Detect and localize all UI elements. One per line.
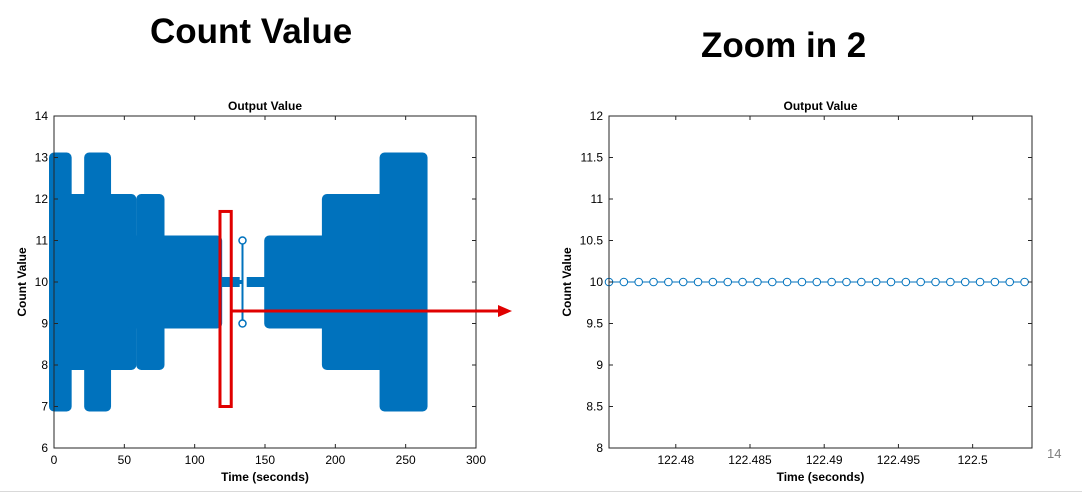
c1-x-tick-label: 200 — [325, 453, 345, 467]
c2-y-tick-label: 11.5 — [581, 151, 604, 165]
c1-y-tick-label: 13 — [35, 151, 49, 165]
chart2-data-point — [857, 277, 866, 287]
chart1-oscillation-band-7 — [154, 235, 196, 329]
chart1-title: Output Value — [228, 99, 302, 113]
page-number: 14 — [1047, 446, 1062, 461]
chart2-data-point — [782, 277, 792, 287]
c2-y-tick-label: 9 — [596, 358, 603, 372]
chart2-data-point — [693, 277, 703, 287]
chart2-y-axis-label: Count Value — [560, 247, 574, 317]
c1-x-tick-label: 250 — [396, 453, 416, 467]
c1-x-tick-label: 50 — [118, 453, 132, 467]
chart2-data-point — [827, 277, 836, 287]
c2-x-tick-label: 122.49 — [806, 453, 843, 467]
chart2-data-point — [753, 277, 762, 287]
chart1-ticks: 0 50 100 150 200 250 300 6 7 8 9 10 11 12 13 14 — [35, 109, 487, 467]
c2-y-tick-label: 10 — [590, 275, 604, 289]
c2-y-tick-label: 8 — [596, 441, 603, 455]
chart2-data-point — [842, 277, 851, 287]
c2-x-tick-label: 122.5 — [958, 453, 988, 467]
c2-x-tick-label: 122.485 — [728, 453, 772, 467]
zoom-annotation — [218, 209, 512, 408]
c1-y-tick-label: 9 — [41, 317, 48, 331]
zoom-arrow-head — [498, 305, 512, 318]
chart2-data-point — [990, 277, 1000, 287]
chart2-data-point — [738, 277, 747, 287]
c1-y-tick-label: 11 — [36, 234, 49, 248]
chart-count-value: Output Value Time (seconds) Count Value … — [15, 99, 486, 484]
chart2-data-point — [916, 277, 925, 287]
c2-y-tick-label: 10.5 — [580, 234, 604, 248]
chart2-data-point — [797, 277, 807, 287]
chart2-data-point — [664, 277, 673, 287]
chart2-data-point — [649, 277, 658, 287]
chart1-marker — [238, 319, 247, 328]
chart2-data-point — [871, 277, 881, 287]
chart1-y-axis-label: Count Value — [15, 247, 29, 317]
chart2-data-point — [619, 277, 629, 287]
c2-y-tick-label: 9.5 — [586, 317, 603, 331]
c2-x-tick-label: 122.48 — [657, 453, 694, 467]
chart1-flat-band-9 — [191, 277, 240, 287]
chart2-data-point — [1005, 277, 1015, 287]
chart2-data-point — [812, 277, 822, 287]
chart2-data-point — [931, 277, 940, 287]
slide-title-count-value: Count Value — [150, 12, 353, 51]
chart1-oscillation-band-14 — [344, 194, 390, 370]
c1-y-tick-label: 7 — [41, 400, 48, 414]
c2-y-tick-label: 11 — [591, 192, 604, 206]
chart2-data-point — [901, 277, 911, 287]
chart1-flat-band-10 — [246, 277, 270, 287]
c1-y-tick-label: 6 — [41, 441, 48, 455]
c1-x-tick-label: 100 — [185, 453, 205, 467]
chart2-data-point — [886, 277, 896, 287]
chart2-data-point — [960, 277, 970, 287]
c1-x-tick-label: 300 — [466, 453, 486, 467]
chart2-data-point — [946, 277, 955, 287]
chart2-plot-area — [604, 277, 1029, 287]
c2-x-tick-label: 122.495 — [877, 453, 921, 467]
c1-y-tick-label: 10 — [35, 275, 49, 289]
c1-y-tick-label: 12 — [35, 192, 49, 206]
chart2-data-point — [767, 277, 777, 287]
chart2-data-point — [708, 277, 718, 287]
chart1-oscillation-band-16 — [399, 152, 428, 412]
chart2-data-point — [975, 277, 985, 287]
chart2-ticks: 122.48 122.485 122.49 122.495 122.5 8 8.5 9 9.5 1… — [580, 109, 1032, 467]
chart2-data-point — [678, 277, 688, 287]
chart1-plot-area — [49, 152, 428, 412]
chart2-title: Output Value — [783, 99, 857, 113]
zoom-highlight-box — [218, 209, 233, 408]
chart2-data-point — [1020, 277, 1029, 287]
chart1-x-axis-label: Time (seconds) — [221, 470, 309, 484]
chart2-data-point — [723, 277, 733, 287]
chart1-marker — [238, 236, 247, 245]
chart-zoom-in-2: Output Value Time (seconds) Count Value … — [560, 99, 1033, 484]
c1-y-tick-label: 14 — [35, 109, 49, 123]
chart1-oscillation-band-12 — [290, 235, 332, 329]
chart1-oscillation-band-3 — [75, 194, 95, 370]
slide-title-zoom: Zoom in 2 — [701, 26, 867, 65]
slide-bottom-divider — [0, 491, 1082, 492]
c1-x-tick-label: 0 — [51, 453, 58, 467]
c2-y-tick-label: 12 — [590, 109, 604, 123]
chart2-x-axis-label: Time (seconds) — [777, 470, 865, 484]
c1-x-tick-label: 150 — [255, 453, 275, 467]
c2-y-tick-label: 8.5 — [586, 400, 603, 414]
c1-y-tick-label: 8 — [41, 358, 48, 372]
chart2-data-point — [634, 277, 643, 287]
